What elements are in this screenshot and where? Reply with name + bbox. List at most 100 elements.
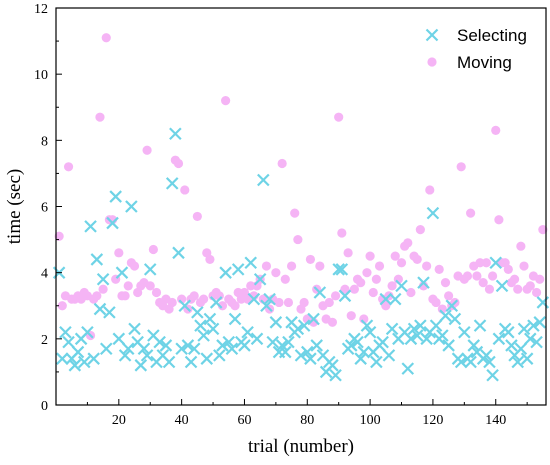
moving-point	[491, 125, 501, 136]
selecting-point	[247, 292, 261, 306]
moving-point	[261, 261, 272, 271]
selecting-point	[59, 325, 72, 339]
selecting-point	[495, 279, 509, 293]
selecting-point	[103, 306, 116, 319]
selecting-point	[388, 292, 402, 306]
selecting-point	[84, 220, 97, 233]
moving-point	[148, 244, 158, 255]
y-tick-label: 12	[34, 2, 48, 17]
selecting-point	[329, 368, 342, 382]
selecting-point	[225, 342, 239, 356]
moving-point	[293, 234, 303, 245]
selecting-point	[96, 273, 110, 286]
moving-point	[299, 297, 309, 308]
x-tick-label: 40	[175, 413, 189, 428]
selecting-point	[244, 256, 258, 270]
selecting-point	[178, 299, 192, 313]
selecting-point	[404, 332, 418, 346]
moving-point	[462, 271, 473, 281]
moving-point	[290, 208, 300, 218]
selecting-point	[187, 342, 201, 356]
selecting-point	[137, 342, 151, 356]
moving-point	[151, 287, 162, 298]
moving-point	[444, 291, 454, 301]
moving-point	[340, 284, 350, 294]
moving-point	[503, 264, 513, 274]
selecting-point	[492, 332, 506, 346]
selecting-point	[401, 362, 415, 375]
legend: Selecting Moving	[425, 26, 527, 72]
moving-point	[217, 301, 228, 311]
selecting-point	[162, 355, 176, 369]
x-tick-label: 140	[485, 413, 506, 428]
moving-point	[57, 301, 67, 311]
selecting-point	[536, 296, 550, 309]
selecting-point	[524, 332, 537, 346]
selecting-point	[184, 355, 198, 369]
moving-point	[538, 225, 548, 235]
selecting-point	[90, 253, 104, 266]
moving-point	[114, 248, 124, 258]
legend-x-mark	[425, 28, 439, 42]
moving-point	[431, 297, 441, 308]
x-tick-label: 60	[237, 413, 251, 428]
moving-point	[199, 294, 209, 304]
moving-point	[142, 145, 152, 155]
y-tick-label: 2	[41, 333, 48, 348]
moving-point	[387, 281, 397, 291]
selecting-point	[260, 299, 273, 313]
legend-marker-moving	[427, 57, 437, 67]
selecting-point	[533, 316, 546, 329]
selecting-point	[363, 325, 377, 339]
selecting-point	[203, 312, 217, 326]
moving-point	[286, 261, 297, 271]
selecting-point	[231, 263, 245, 276]
selecting-point	[134, 359, 148, 372]
selecting-point	[376, 335, 389, 349]
y-tick-label: 6	[41, 201, 48, 216]
selecting-point	[297, 319, 311, 332]
selecting-point	[414, 319, 427, 332]
selecting-point	[228, 312, 242, 326]
selecting-point	[238, 339, 251, 352]
selecting-point	[269, 316, 283, 329]
selecting-point	[370, 355, 383, 369]
moving-point	[390, 251, 400, 261]
selecting-point	[266, 335, 280, 349]
plot-marks	[52, 33, 550, 382]
selecting-point	[294, 349, 308, 362]
moving-point	[327, 317, 338, 327]
moving-point	[484, 284, 495, 294]
selecting-point	[332, 263, 345, 276]
moving-point	[488, 271, 498, 281]
x-axis-label: trial (number)	[248, 436, 354, 457]
selecting-point	[301, 345, 314, 359]
selecting-point	[467, 339, 481, 352]
moving-point	[412, 254, 422, 265]
moving-point	[509, 274, 520, 284]
selecting-point	[241, 325, 254, 339]
moving-point	[337, 228, 347, 238]
selecting-point	[454, 355, 468, 369]
moving-point	[365, 251, 375, 261]
selecting-point	[473, 319, 487, 332]
y-tick-label: 4	[41, 267, 48, 282]
moving-point	[531, 287, 542, 298]
selecting-point	[502, 325, 515, 339]
selecting-point	[489, 256, 503, 270]
moving-point	[516, 241, 526, 251]
moving-point	[283, 297, 294, 308]
selecting-point	[71, 345, 85, 359]
selecting-point	[125, 200, 138, 213]
legend-circle-mark	[427, 57, 437, 67]
selecting-point	[448, 312, 462, 326]
moving-point	[440, 277, 451, 288]
moving-point	[422, 261, 432, 271]
legend-label-selecting: Selecting	[457, 26, 527, 45]
selecting-point	[326, 359, 339, 372]
selecting-point	[527, 319, 540, 332]
moving-point	[180, 185, 190, 195]
moving-point	[305, 254, 316, 265]
selecting-point	[344, 339, 358, 352]
